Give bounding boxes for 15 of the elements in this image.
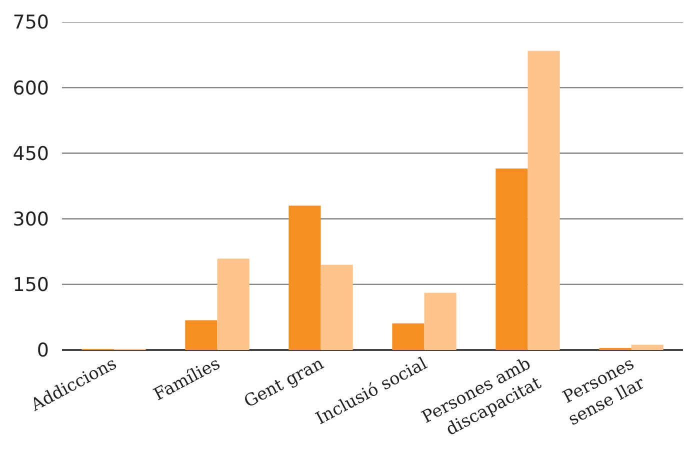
y-tick-label: 600 [12, 77, 49, 100]
y-tick-label: 300 [12, 208, 49, 230]
bar [217, 258, 250, 350]
bar [528, 50, 560, 350]
y-tick-label: 0 [36, 340, 49, 362]
y-tick-label: 450 [12, 142, 49, 165]
bar [320, 264, 353, 350]
y-tick-label: 150 [12, 274, 49, 296]
bar [631, 344, 664, 350]
y-tick-label: 750 [12, 12, 49, 34]
bar [288, 206, 321, 350]
bar [185, 320, 218, 350]
bar [392, 323, 424, 350]
bar [424, 292, 456, 350]
bar [496, 168, 528, 350]
